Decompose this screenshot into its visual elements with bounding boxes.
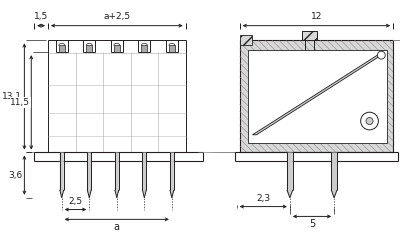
Text: a+2,5: a+2,5: [103, 12, 130, 21]
Text: 2,5: 2,5: [68, 197, 82, 206]
Polygon shape: [170, 153, 174, 198]
Polygon shape: [287, 153, 293, 198]
Circle shape: [361, 112, 378, 130]
Text: 13,1: 13,1: [2, 92, 22, 101]
Polygon shape: [248, 50, 387, 143]
Polygon shape: [169, 45, 175, 52]
Polygon shape: [115, 153, 119, 198]
Circle shape: [377, 51, 385, 59]
Text: 11,5: 11,5: [10, 98, 30, 107]
Text: a: a: [114, 222, 120, 232]
Polygon shape: [141, 45, 147, 52]
Text: 1,5: 1,5: [34, 12, 48, 21]
Polygon shape: [86, 45, 92, 52]
Text: 5: 5: [309, 219, 315, 229]
Polygon shape: [240, 35, 252, 45]
Polygon shape: [114, 45, 120, 52]
Polygon shape: [59, 45, 65, 52]
Polygon shape: [60, 153, 64, 198]
Text: 3,6: 3,6: [8, 171, 22, 180]
Text: 2,3: 2,3: [256, 194, 270, 203]
Polygon shape: [142, 153, 146, 198]
Text: 12: 12: [311, 12, 322, 21]
Polygon shape: [302, 31, 318, 40]
Polygon shape: [240, 40, 393, 153]
Polygon shape: [87, 153, 91, 198]
Circle shape: [366, 118, 373, 124]
Polygon shape: [331, 153, 337, 198]
Polygon shape: [252, 55, 381, 135]
